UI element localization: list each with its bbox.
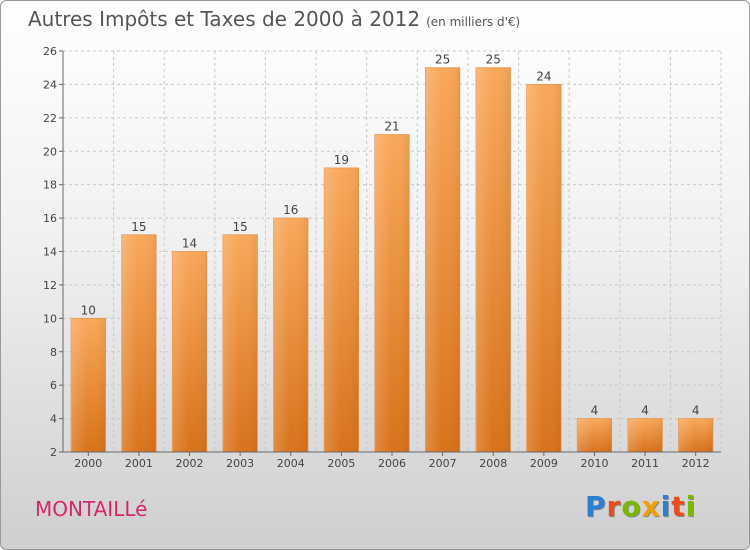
bar-shine bbox=[476, 67, 511, 452]
y-tick-label: 14 bbox=[43, 246, 57, 259]
x-tick-label: 2005 bbox=[327, 457, 355, 470]
x-tick-label: 2008 bbox=[479, 457, 507, 470]
y-tick-label: 24 bbox=[43, 78, 57, 91]
x-tick-label: 2011 bbox=[631, 457, 659, 470]
bars bbox=[70, 67, 714, 453]
y-tick-label: 12 bbox=[43, 279, 57, 292]
bar-shine bbox=[425, 67, 460, 452]
bar-shine bbox=[121, 234, 157, 452]
bar-value-label: 24 bbox=[536, 69, 551, 83]
x-tick-label: 2010 bbox=[580, 457, 608, 470]
logo-letter: r bbox=[606, 490, 622, 523]
x-tick-label: 2009 bbox=[530, 457, 558, 470]
bar-shine bbox=[222, 234, 258, 452]
y-tick-label: 22 bbox=[43, 112, 57, 125]
bar-value-label: 4 bbox=[591, 404, 599, 418]
bar-shine bbox=[374, 134, 410, 452]
bar-shine bbox=[324, 167, 359, 453]
bar-shine bbox=[172, 251, 207, 452]
y-tick-label: 18 bbox=[43, 179, 57, 192]
y-tick-label: 20 bbox=[43, 145, 57, 158]
bar-value-label: 25 bbox=[486, 53, 501, 67]
bar-value-label: 19 bbox=[334, 153, 349, 167]
logo-letter: i bbox=[685, 490, 697, 523]
bar-value-label: 14 bbox=[182, 237, 197, 251]
bar-shine bbox=[678, 418, 713, 452]
y-tick-label: 10 bbox=[43, 312, 57, 325]
logo-letter: o bbox=[621, 490, 642, 523]
chart-title-text: Autres Impôts et Taxes de 2000 à 2012 bbox=[28, 7, 421, 31]
bar-shine bbox=[627, 418, 663, 452]
axes bbox=[59, 50, 721, 456]
x-tick-label: 2004 bbox=[277, 457, 305, 470]
y-tick-label: 6 bbox=[50, 379, 57, 392]
bar-value-label: 25 bbox=[435, 53, 450, 67]
chart-title: Autres Impôts et Taxes de 2000 à 2012 (en… bbox=[28, 7, 520, 31]
bar-value-label: 4 bbox=[641, 404, 649, 418]
y-tick-label: 8 bbox=[50, 346, 57, 359]
x-tick-label: 2002 bbox=[176, 457, 204, 470]
bar-value-label: 10 bbox=[81, 303, 96, 317]
labels: 2468101214161820222426102000152001142002… bbox=[43, 45, 710, 470]
bar-shine bbox=[577, 418, 612, 452]
logo-letter: P bbox=[585, 490, 607, 523]
x-tick-label: 2003 bbox=[226, 457, 254, 470]
logo-letter: x bbox=[641, 490, 661, 523]
y-tick-label: 16 bbox=[43, 212, 57, 225]
x-tick-label: 2012 bbox=[682, 457, 710, 470]
bar-value-label: 4 bbox=[692, 404, 700, 418]
bar-shine bbox=[273, 218, 308, 452]
x-tick-label: 2001 bbox=[125, 457, 153, 470]
proxiti-logo: Proxiti bbox=[585, 490, 696, 523]
logo-letter: i bbox=[660, 490, 672, 523]
bar-value-label: 21 bbox=[384, 120, 399, 134]
x-tick-label: 2006 bbox=[378, 457, 406, 470]
y-tick-label: 26 bbox=[43, 45, 57, 58]
bar-shine bbox=[71, 318, 106, 452]
x-tick-label: 2007 bbox=[429, 457, 457, 470]
town-name: MONTAILLé bbox=[35, 497, 148, 521]
x-tick-label: 2000 bbox=[74, 457, 102, 470]
y-tick-label: 2 bbox=[50, 446, 57, 459]
logo-letter: t bbox=[671, 490, 686, 523]
chart-subtitle: (en milliers d'€) bbox=[426, 15, 521, 29]
bar-value-label: 15 bbox=[233, 220, 248, 234]
bar-value-label: 15 bbox=[131, 220, 146, 234]
bar-value-label: 16 bbox=[283, 203, 298, 217]
y-tick-label: 4 bbox=[50, 413, 57, 426]
bar-shine bbox=[526, 84, 562, 453]
